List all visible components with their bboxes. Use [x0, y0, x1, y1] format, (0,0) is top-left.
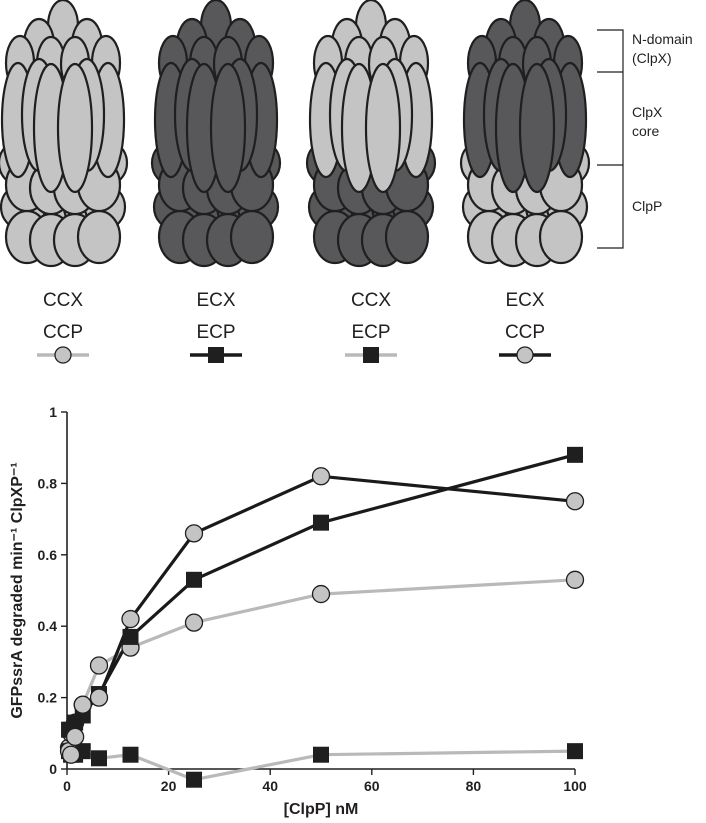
point-ecx-ccp — [89, 688, 109, 707]
complex-ecx-ccp — [459, 0, 591, 268]
x-tick-label: 20 — [161, 778, 177, 794]
complex-ccx-ecp — [305, 0, 437, 268]
clpp-subunit — [384, 209, 430, 265]
point-ccx-ccp — [311, 584, 331, 604]
y-axis-title: GFPssrA degraded min⁻¹ ClpXP⁻¹ — [9, 462, 26, 718]
n-domain-sublabel: (ClpX) — [632, 50, 672, 66]
clpx-core-sublabel: core — [632, 123, 659, 139]
x-axis-title: [ClpP] nM — [284, 801, 359, 818]
y-tick-label: 0.8 — [38, 475, 58, 491]
y-ticks: 0 0.2 0.4 0.6 0.8 1 — [38, 404, 67, 777]
series-lines — [67, 453, 576, 782]
clpx-core-label: ClpX — [632, 104, 663, 120]
x-ticks: 0 20 40 60 80 100 — [63, 769, 587, 794]
series-line-ccx-ccp — [67, 578, 576, 748]
clpx-core-subunit — [364, 62, 402, 194]
legend-square-marker — [363, 347, 379, 363]
x-tick-label: 40 — [262, 778, 278, 794]
point-ccx-ccp — [89, 656, 109, 675]
point-ccx-ecp — [313, 746, 329, 763]
point-ecx-ccp — [65, 727, 85, 747]
y-tick-label: 0.2 — [38, 690, 58, 706]
degradation-chart: 0 0.2 0.4 0.6 0.8 1 0 20 40 60 80 100 [ClpP] nM GF… — [9, 404, 587, 818]
point-ecx-ccp — [184, 524, 204, 543]
complex-2-line2: ECP — [196, 322, 235, 343]
point-ecx-ccp — [73, 695, 92, 714]
y-tick-label: 0.6 — [38, 547, 58, 563]
point-ccx-ecp — [122, 746, 139, 763]
clpx-core-subunit — [209, 62, 247, 194]
point-ecx-ccp — [311, 467, 331, 486]
clpp-subunit — [229, 209, 275, 265]
legend-key-ccx-ecp — [345, 347, 397, 363]
complex-ccx-ccp — [0, 0, 129, 268]
x-tick-label: 60 — [364, 778, 380, 794]
point-ccx-ecp — [567, 743, 583, 760]
complex-2-line1: ECX — [196, 290, 235, 311]
legend-key-ecx-ecp — [190, 347, 242, 363]
point-ecx-ecp — [186, 571, 202, 588]
point-ecx-ccp — [565, 492, 585, 511]
x-tick-label: 100 — [563, 778, 587, 794]
complex-1-line1: CCX — [43, 290, 83, 311]
point-ccx-ccp — [184, 613, 204, 632]
legend-keys — [37, 346, 551, 364]
clpp-domain-label: ClpP — [632, 198, 662, 214]
y-tick-label: 0.4 — [38, 618, 58, 634]
point-ecx-ccp — [121, 609, 140, 629]
clpx-core-subunit — [56, 62, 94, 194]
complex-3-line1: CCX — [351, 290, 391, 311]
point-ecx-ecp — [122, 628, 139, 645]
point-ccx-ecp — [91, 750, 108, 767]
legend-key-ecx-ccp — [499, 346, 551, 364]
y-tick-label: 0 — [49, 761, 57, 777]
point-ccx-ecp — [186, 771, 202, 788]
legend-square-marker — [208, 347, 224, 363]
clpp-subunit — [76, 209, 122, 265]
series-markers — [59, 446, 585, 788]
point-ecx-ccp — [61, 745, 81, 764]
clpp-subunit — [538, 209, 584, 265]
x-tick-label: 80 — [466, 778, 482, 794]
y-tick-label: 1 — [49, 404, 57, 420]
n-domain-label: N-domain — [632, 31, 693, 47]
legend-circle-marker — [516, 346, 534, 364]
x-tick-label: 0 — [63, 778, 71, 794]
complex-ecx-ecp — [150, 0, 282, 268]
point-ecx-ecp — [567, 446, 583, 463]
legend-key-ccx-ccp — [37, 346, 89, 364]
complex-4-line2: CCP — [505, 322, 545, 343]
clpx-core-subunit — [518, 62, 556, 194]
point-ccx-ccp — [565, 570, 585, 589]
complex-3-line2: ECP — [351, 322, 390, 343]
complex-1-line2: CCP — [43, 322, 83, 343]
point-ecx-ecp — [313, 514, 329, 531]
domain-brackets — [597, 29, 624, 249]
complex-4-line1: ECX — [505, 290, 544, 311]
complex-schematics — [0, 0, 591, 268]
legend-circle-marker — [54, 346, 72, 364]
